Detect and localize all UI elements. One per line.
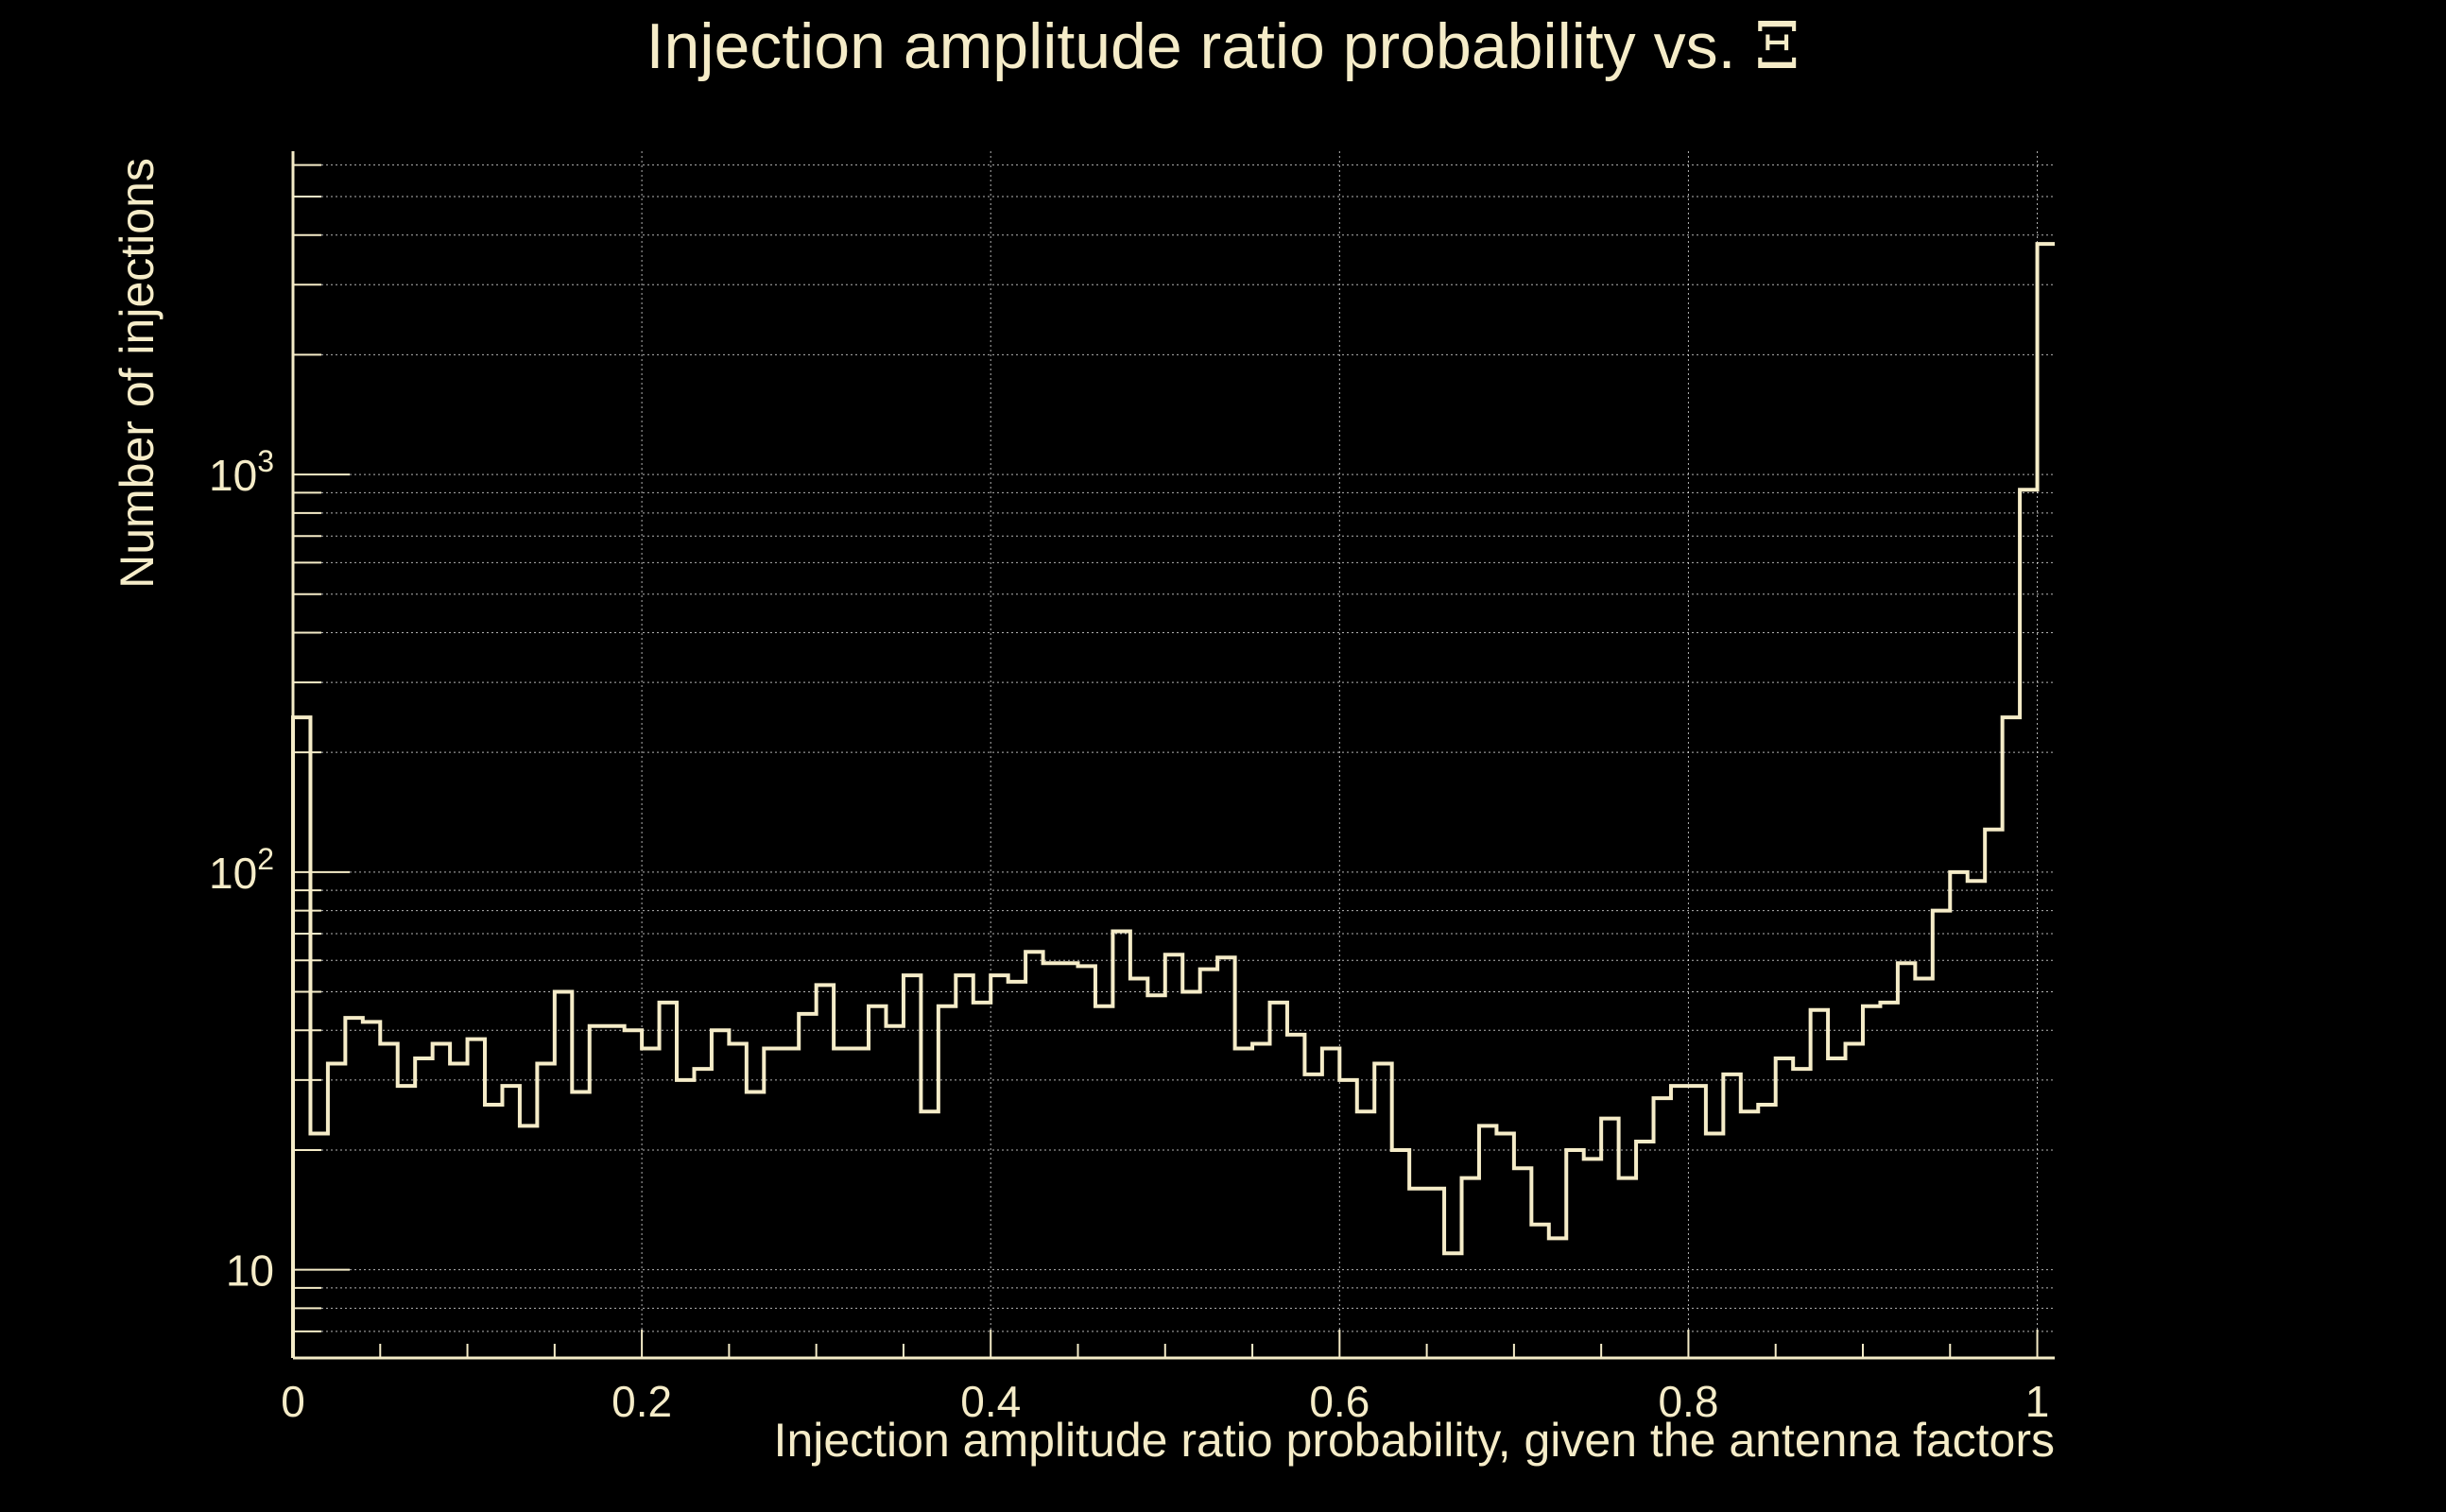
y-tick-label-base: 10: [209, 849, 257, 898]
y-axis-label: Number of injections: [111, 158, 164, 589]
x-tick-label: 0.6: [1309, 1377, 1369, 1426]
y-tick-label-exponent: 2: [257, 842, 274, 876]
x-tick-labels: 0 0.2 0.4 0.6 0.8 1: [281, 1377, 2049, 1426]
y-tick-label: 103: [209, 444, 274, 500]
x-tick-label: 0.4: [960, 1377, 1021, 1426]
chart-title-text: Injection amplitude ratio probability vs…: [646, 10, 1736, 82]
x-tick-label: 0.8: [1658, 1377, 1718, 1426]
x-tick-label: 0: [281, 1377, 305, 1426]
y-tick-label-base: 10: [226, 1246, 274, 1296]
y-tick-label-exponent: 3: [257, 444, 274, 478]
y-gridlines: [293, 164, 2055, 1359]
histogram-step-line: [291, 242, 2055, 1358]
chart-title-symbol: Ξ: [1754, 9, 1800, 84]
tick-marks: [292, 163, 2039, 1359]
x-tick-label: 0.2: [612, 1377, 672, 1426]
chart-title: Injection amplitude ratio probability vs…: [0, 9, 2446, 84]
y-tick-label: 10: [226, 1246, 274, 1296]
y-tick-label: 102: [209, 842, 274, 898]
y-tick-label-base: 10: [209, 451, 257, 500]
x-tick-label: 1: [2025, 1377, 2050, 1426]
x-axis-label: Injection amplitude ratio probability, g…: [773, 1414, 2055, 1467]
